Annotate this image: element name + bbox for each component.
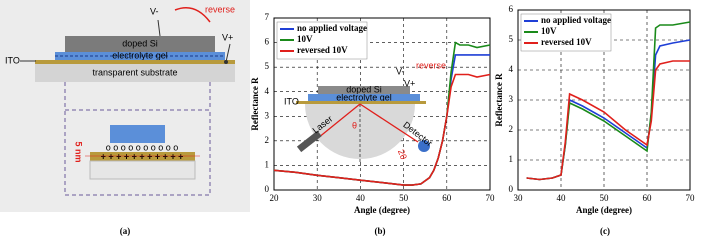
- reverse-label: reverse: [416, 60, 446, 70]
- caption: (c): [600, 226, 610, 236]
- substrate-layer: [35, 64, 235, 82]
- x-tick-label: 60: [643, 193, 653, 203]
- zoom-electrolyte: [110, 125, 165, 143]
- y-axis-label: Reflectance R: [494, 73, 504, 127]
- y-tick-label: 5: [265, 61, 270, 71]
- y-tick-label: 3: [265, 110, 270, 120]
- x-tick-label: 70: [686, 193, 696, 203]
- y-tick-label: 7: [265, 12, 270, 22]
- electrolyte-label: electrolyte gel: [336, 92, 392, 102]
- charge-row: o o o o o o o o o o: [106, 142, 179, 152]
- x-tick-label: 60: [442, 193, 452, 203]
- laser: [296, 130, 322, 153]
- panel-a: doped Si electrolyte gel transparent sub…: [0, 0, 250, 212]
- electrolyte-layer: [308, 94, 420, 101]
- y-tick-label: 1: [509, 154, 514, 164]
- ito-layer: [296, 101, 426, 104]
- two-theta-label: 2θ: [396, 148, 409, 161]
- theta-label: θ: [352, 120, 357, 130]
- y-tick-label: 6: [265, 37, 270, 47]
- x-tick-label: 30: [514, 193, 524, 203]
- y-tick-label: 4: [265, 86, 270, 96]
- contact-wire: [225, 43, 231, 63]
- doped-si-layer: [65, 36, 215, 52]
- x-tick-label: 70: [486, 193, 496, 203]
- x-tick-label: 50: [600, 193, 610, 203]
- zoom-substrate: [89, 160, 196, 180]
- doped-si-label: doped Si: [122, 38, 158, 48]
- ito-label: ITO: [5, 55, 20, 65]
- caption: (a): [120, 226, 131, 236]
- x-axis-label: Angle (degree): [354, 205, 410, 215]
- zoom-box: [64, 109, 211, 196]
- substrate-label: transparent substrate: [92, 67, 177, 77]
- zoom-ito: [90, 152, 195, 161]
- legend-label: 10V: [297, 34, 313, 44]
- legend-label: reversed 10V: [541, 37, 592, 47]
- doped-si-label: doped Si: [346, 84, 382, 94]
- y-tick-label: 1: [265, 159, 270, 169]
- beam-in: [317, 103, 361, 139]
- legend-label: reversed 10V: [297, 45, 348, 55]
- legend-label: no applied voltage: [297, 23, 367, 33]
- legend-label: no applied voltage: [541, 15, 611, 25]
- legend-label: 10V: [541, 26, 557, 36]
- series-line: [526, 60, 690, 181]
- y-tick-label: 6: [509, 4, 514, 14]
- y-tick-label: 0: [509, 184, 514, 194]
- series-line: [273, 73, 491, 186]
- v-minus-label: V-: [396, 66, 405, 76]
- y-tick-label: 2: [265, 135, 270, 145]
- v-minus-label: V-: [150, 6, 159, 16]
- reverse-label: reverse: [205, 4, 235, 14]
- reverse-arrow: [174, 7, 211, 23]
- electrolyte-label: electrolyte gel: [112, 50, 168, 60]
- v-plus-label: V+: [404, 78, 415, 88]
- x-tick-label: 40: [557, 193, 567, 203]
- y-tick-label: 0: [265, 184, 270, 194]
- v-plus-label: V+: [222, 32, 233, 42]
- beam-out: [359, 103, 419, 143]
- x-axis-label: Angle (degree): [576, 205, 632, 215]
- y-tick-label: 2: [509, 124, 514, 134]
- y-tick-label: 3: [509, 94, 514, 104]
- charge-row: + + + + + + + + + + +: [101, 151, 184, 161]
- caption: (b): [375, 226, 386, 236]
- y-tick-label: 5: [509, 34, 514, 44]
- y-tick-label: 4: [509, 64, 514, 74]
- x-tick-label: 40: [356, 193, 366, 203]
- ito-layer: [35, 60, 235, 64]
- x-tick-label: 20: [270, 193, 280, 203]
- thickness-label: 5 nm: [74, 141, 84, 162]
- panel-background: [0, 0, 250, 212]
- doped-si-layer: [318, 86, 410, 94]
- x-tick-label: 50: [399, 193, 409, 203]
- detector: [418, 140, 430, 152]
- y-axis-label: Reflectance R: [250, 77, 260, 131]
- contact-wire: [157, 19, 161, 37]
- ito-label: ITO: [284, 96, 299, 106]
- x-tick-label: 30: [313, 193, 323, 203]
